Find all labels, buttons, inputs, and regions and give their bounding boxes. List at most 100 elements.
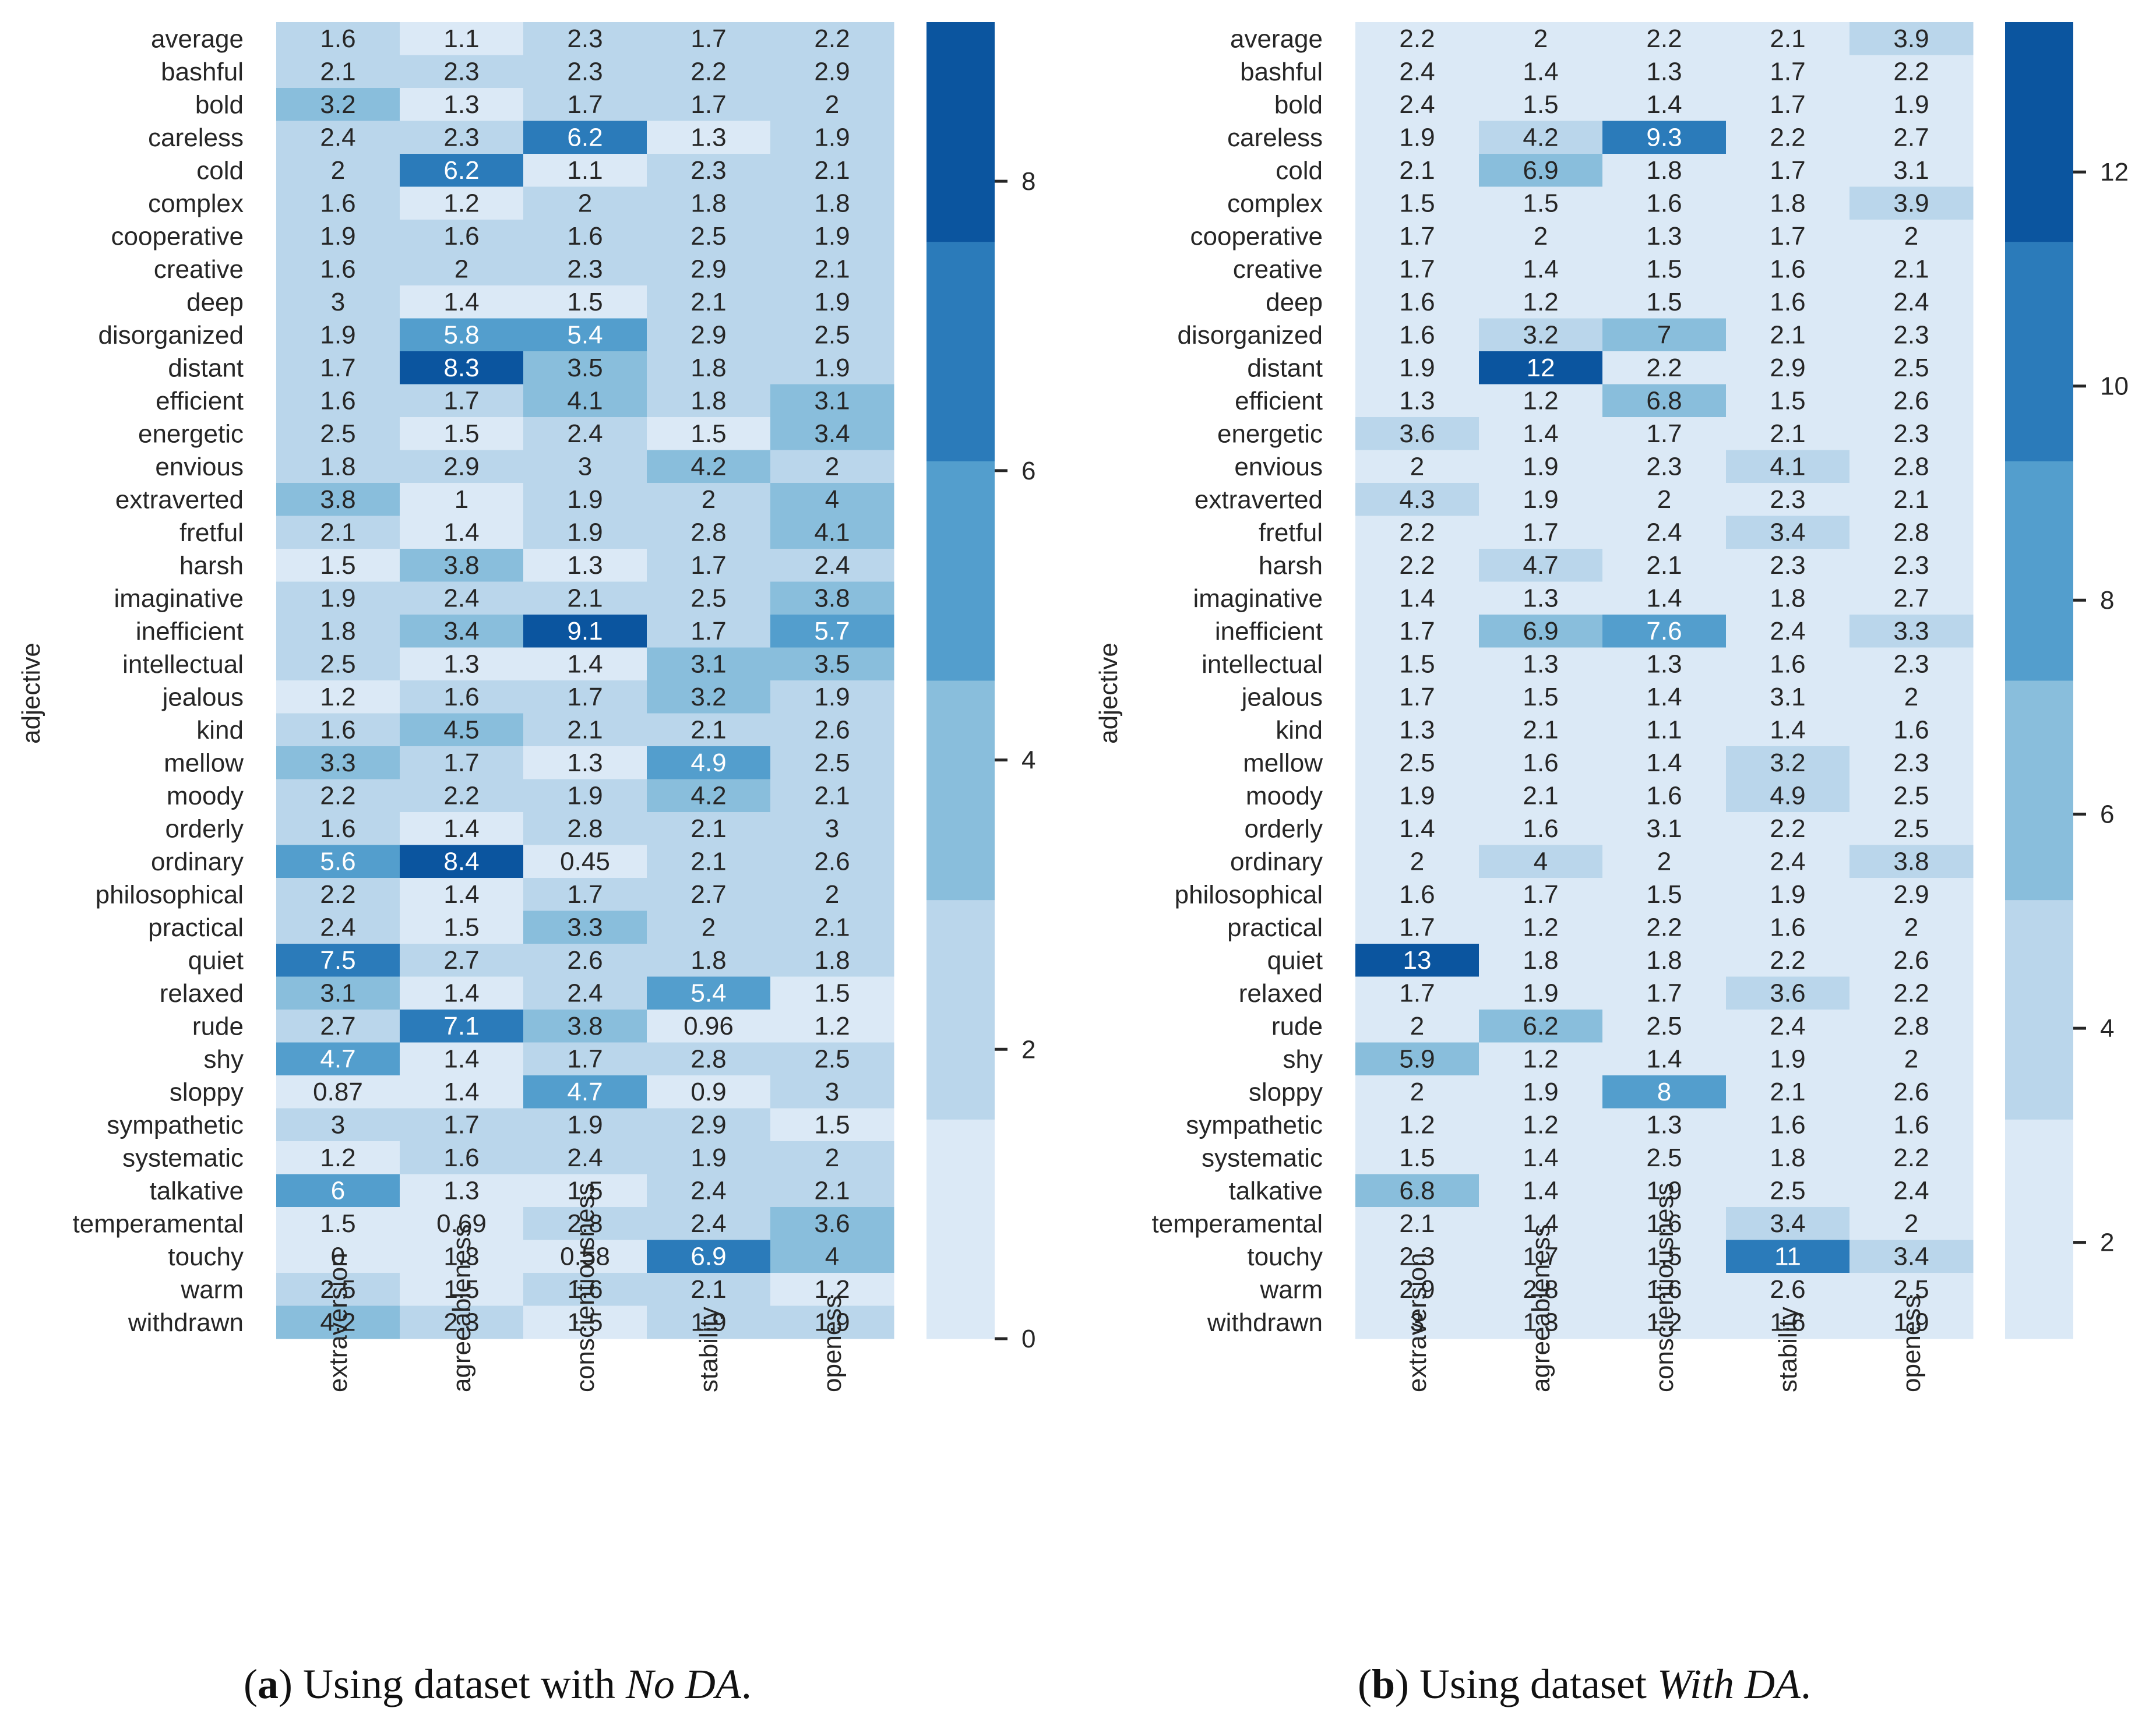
heatmap-cell [647, 285, 771, 319]
cell-value-label: 1.7 [1523, 518, 1558, 546]
heatmap-cell [1849, 384, 1974, 418]
heatmap-cell [1355, 417, 1479, 450]
cell-value-label: 3.1 [1893, 156, 1929, 185]
cell-value-label: 12 [1527, 354, 1555, 382]
heatmap-cell [1726, 845, 1850, 878]
heatmap-cell [1355, 516, 1479, 549]
cell-value-label: 3 [825, 1078, 839, 1106]
heatmap-cell [400, 581, 524, 615]
cell-value-label: 1.6 [1646, 189, 1682, 217]
heatmap-cell [523, 911, 647, 944]
heatmap-cell [1355, 1207, 1479, 1240]
column-tick-label: agreeableness [1527, 1224, 1555, 1392]
cell-value-label: 2.1 [814, 913, 850, 941]
heatmap-cell [276, 483, 400, 516]
heatmap-cell [400, 911, 524, 944]
heatmap-cell [1602, 186, 1727, 220]
cell-value-label: 0.58 [560, 1242, 610, 1271]
heatmap-cell [647, 1174, 771, 1208]
row-tick-label: deep [1266, 288, 1323, 316]
heatmap-cell [1479, 581, 1603, 615]
cell-value-label: 7.5 [320, 946, 355, 975]
heatmap-cell [276, 746, 400, 779]
cell-value-label: 1.5 [1399, 189, 1435, 217]
row-tick-label: distant [1247, 354, 1323, 382]
cell-value-label: 1.7 [1770, 90, 1805, 119]
heatmap-cell [770, 1042, 894, 1076]
cell-value-label: 2.3 [567, 57, 603, 86]
heatmap-cell [1726, 22, 1850, 55]
row-tick-label: distant [168, 354, 244, 382]
heatmap-cell [1726, 713, 1850, 747]
heatmap-cell [1726, 1141, 1850, 1174]
heatmap-cell [400, 55, 524, 89]
heatmap-cell [1726, 220, 1850, 253]
column-tick-label: agreeableness [448, 1224, 476, 1392]
column-tick-label: stability [695, 1307, 723, 1392]
heatmap-cell [1479, 186, 1603, 220]
cell-value-label: 8 [1657, 1078, 1671, 1106]
heatmap-cell [1602, 878, 1727, 911]
cell-value-label: 4.1 [1770, 452, 1805, 481]
heatmap-cell [647, 911, 771, 944]
cell-value-label: 3.4 [814, 419, 850, 448]
cell-value-label: 1.9 [1523, 485, 1558, 514]
cell-value-label: 1.6 [1646, 1275, 1682, 1304]
heatmap-cell [1479, 1240, 1603, 1273]
heatmap-cell [1479, 615, 1603, 648]
cell-value-label: 1.2 [1523, 1044, 1558, 1073]
heatmap-cell [1602, 976, 1727, 1010]
row-tick-label: mellow [1243, 749, 1323, 777]
heatmap-cell [770, 1141, 894, 1174]
cell-value-label: 2.1 [1770, 320, 1805, 349]
heatmap-cell [1355, 88, 1479, 121]
heatmap-cell [1602, 88, 1727, 121]
cell-value-label: 2.5 [814, 1044, 850, 1073]
heatmap-cell [1479, 713, 1603, 747]
row-tick-label: bashful [1240, 58, 1323, 86]
cell-value-label: 3 [1410, 1308, 1424, 1336]
cell-value-label: 2.2 [1399, 551, 1435, 580]
heatmap-cell [770, 1010, 894, 1043]
cell-value-label: 2.3 [1893, 551, 1929, 580]
heatmap-cell [770, 417, 894, 450]
heatmap-cell [1479, 878, 1603, 911]
cell-value-label: 2.4 [567, 1144, 603, 1172]
cell-value-label: 1.8 [320, 617, 355, 645]
cell-value-label: 1.7 [1399, 979, 1435, 1007]
row-tick-label: average [1230, 24, 1323, 53]
heatmap-cell [523, 1042, 647, 1076]
colorbar-segment [2005, 461, 2073, 681]
heatmap-cell [1726, 944, 1850, 977]
heatmap-cell [1849, 647, 1974, 681]
cell-value-label: 1.5 [1646, 288, 1682, 316]
cell-value-label: 2.1 [691, 715, 726, 744]
cell-value-label: 1.8 [691, 354, 726, 382]
heatmap-cell [276, 417, 400, 450]
cell-value-label: 1.6 [320, 189, 355, 217]
cell-value-label: 2.4 [814, 551, 850, 580]
heatmap-cell [1479, 154, 1603, 187]
heatmap-cell [1355, 878, 1479, 911]
heatmap-cell [1602, 1174, 1727, 1208]
cell-value-label: 1.5 [691, 419, 726, 448]
cell-value-label: 1.6 [1523, 749, 1558, 777]
heatmap-cell [1849, 812, 1974, 845]
heatmap-cell [400, 285, 524, 319]
cell-value-label: 2.2 [1770, 946, 1805, 975]
cell-value-label: 1.9 [814, 1308, 850, 1336]
cell-value-label: 1.2 [1523, 288, 1558, 316]
cell-value-label: 1.5 [320, 1209, 355, 1238]
row-tick-label: extraverted [1195, 485, 1323, 514]
heatmap-cell [1355, 1010, 1479, 1043]
cell-value-label: 3.8 [443, 551, 479, 580]
cell-value-label: 1.3 [567, 551, 603, 580]
cell-value-label: 1.7 [691, 90, 726, 119]
heatmap-cell [1849, 1207, 1974, 1240]
cell-value-label: 2.1 [1646, 551, 1682, 580]
heatmap-cell [1849, 1305, 1974, 1339]
heatmap-cell [400, 1174, 524, 1208]
heatmap-cell [1726, 121, 1850, 154]
cell-value-label: 1.6 [1893, 715, 1929, 744]
row-tick-label: disorganized [1178, 321, 1323, 350]
